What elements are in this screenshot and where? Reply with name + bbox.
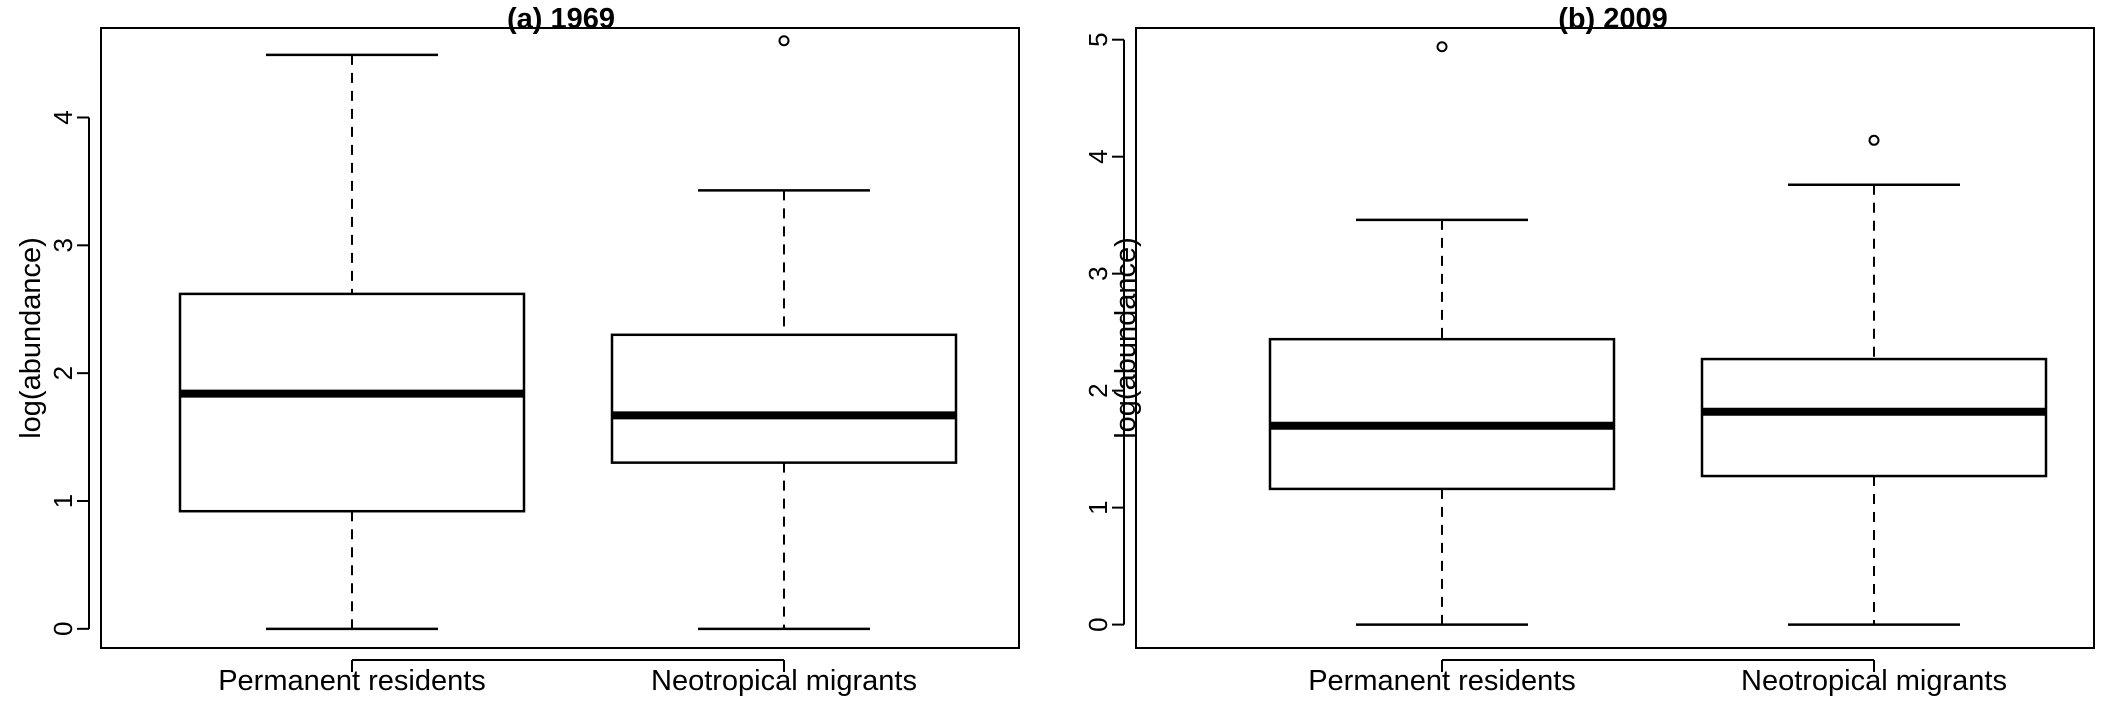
plot-frame	[1135, 27, 2095, 649]
y-tick-label: 0	[1083, 617, 1113, 631]
outlier-point	[778, 35, 790, 47]
y-axis-label: log(abundance)	[15, 237, 47, 439]
box-2	[1700, 134, 2048, 626]
y-tick-label: 0	[48, 622, 78, 636]
iqr-box	[610, 333, 958, 464]
box-1	[1268, 41, 1616, 626]
chart-title: (a) 1969	[507, 3, 615, 35]
outlier-point	[1436, 41, 1448, 53]
y-tick-label: 3	[1083, 266, 1113, 280]
x-category-label: Permanent residents	[1308, 665, 1576, 697]
iqr-box	[1268, 337, 1616, 491]
iqr-box	[1700, 357, 2048, 478]
x-category-label: Permanent residents	[218, 665, 486, 697]
y-tick-label: 3	[48, 238, 78, 252]
box-2	[610, 35, 958, 631]
x-category-label: Neotropical migrants	[1741, 665, 2007, 697]
iqr-box	[178, 292, 526, 513]
y-tick-label: 4	[1083, 149, 1113, 163]
y-tick-label: 4	[48, 110, 78, 124]
y-tick-label: 1	[48, 494, 78, 508]
y-tick-label: 1	[1083, 500, 1113, 514]
x-category-label: Neotropical migrants	[651, 665, 917, 697]
y-tick-label: 2	[1083, 383, 1113, 397]
y-axis-label: log(abundance)	[1110, 237, 1142, 439]
y-tick-label: 2	[48, 366, 78, 380]
outlier-point	[1868, 134, 1880, 146]
chart-title: (b) 2009	[1558, 3, 1668, 35]
chart-panel-2: (b) 2009 log(abundance) 0 1 2 3 4 5 Permanent re…	[1083, 3, 2095, 697]
chart-panel-1: (a) 1969 log(abundance) 0 1 2 3 4 Permanent res…	[15, 3, 1020, 697]
y-tick-label: 5	[1083, 32, 1113, 46]
plot-frame	[100, 27, 1020, 649]
box-1	[178, 53, 526, 631]
